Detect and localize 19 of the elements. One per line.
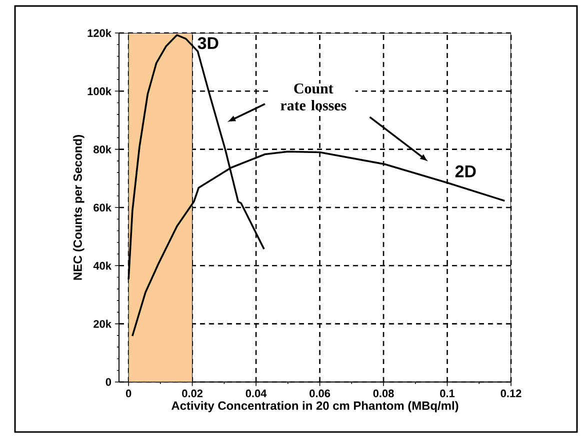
x-tick-label: 0.12 — [500, 390, 522, 398]
x-tick-label: 0.1 — [440, 390, 455, 398]
x-axis-title: Activity Concentration in 20 cm Phantom (MBq/ml) — [171, 401, 458, 412]
series-label: 2D — [455, 165, 476, 178]
y-tick-label: 0 — [106, 378, 112, 386]
x-tick-label: 0.08 — [373, 390, 394, 398]
x-tick-label: 0.04 — [246, 390, 267, 398]
series-label: 3D — [198, 37, 218, 50]
y-tick-label: 20k — [94, 320, 112, 328]
x-tick-label: 0.06 — [310, 390, 330, 398]
y-axis-title: NEC (Counts per Second) — [73, 135, 84, 280]
y-tick-label: 40k — [93, 262, 112, 270]
y-tick-label: 100k — [88, 87, 112, 96]
annotation: Count rate losses — [280, 83, 346, 110]
y-tick-label: 120k — [88, 28, 112, 38]
x-tick-label: 0.02 — [182, 390, 203, 398]
x-tick-label: 0 — [126, 390, 132, 398]
y-tick-label: 80k — [94, 145, 112, 154]
y-tick-label: 60k — [94, 203, 112, 212]
